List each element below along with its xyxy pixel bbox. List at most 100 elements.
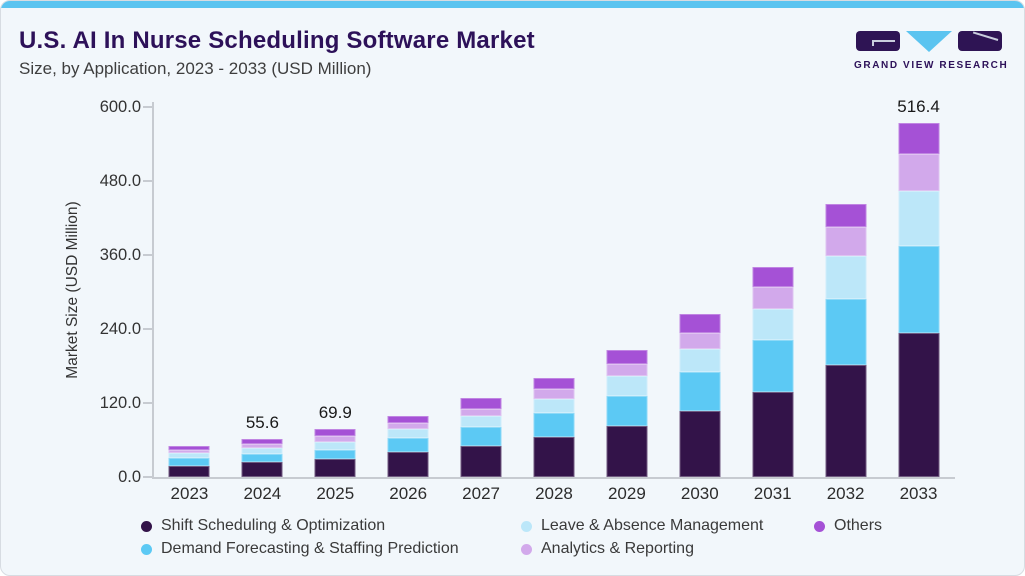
bar-segment <box>825 227 867 257</box>
bar-total-label: 516.4 <box>897 96 940 116</box>
bar-segment <box>314 449 356 460</box>
bar-segment <box>898 191 940 246</box>
logo-g-icon <box>856 31 900 51</box>
bar-stack-2031 <box>752 267 794 477</box>
bar-segment <box>679 348 721 373</box>
bar-stack-2023 <box>168 445 210 477</box>
bar-segment <box>533 378 575 389</box>
bar-column-2030: 2030 <box>663 101 736 503</box>
legend-item: Leave & Absence Management <box>521 515 814 537</box>
x-tick-label: 2032 <box>826 484 865 503</box>
bar-column-2028: 2028 <box>518 101 591 503</box>
bar-segment <box>460 398 502 409</box>
y-tick-mark <box>143 402 152 404</box>
top-accent-bar <box>1 1 1024 8</box>
bar-segment <box>679 314 721 333</box>
bar-column-2033: 516.4 2033 <box>882 97 955 503</box>
y-tick-mark <box>143 254 152 256</box>
logo-r-icon <box>958 31 1002 51</box>
legend-dot-icon <box>521 520 532 532</box>
x-tick-label: 2026 <box>389 484 428 503</box>
chart-legend: Shift Scheduling & Optimization Leave & A… <box>141 515 882 560</box>
y-tick-mark <box>143 180 152 182</box>
gvr-logo-shapes <box>854 31 1004 53</box>
legend-item: Demand Forecasting & Staffing Prediction <box>141 538 521 560</box>
bar-stack-2028 <box>533 378 575 477</box>
legend-item: Others <box>814 515 882 537</box>
gvr-logo-text: GRAND VIEW RESEARCH <box>854 60 1009 71</box>
x-tick-label: 2024 <box>243 484 282 503</box>
chart-plot-area: 2023 55.6 2024 69.9 2025 2026 2027 2028 2029 2030… <box>153 97 955 503</box>
bar-stack-2027 <box>460 398 502 477</box>
bar-segment <box>168 453 210 459</box>
bar-segment <box>314 441 356 450</box>
bar-stack-2032 <box>825 203 867 477</box>
bar-segment <box>533 398 575 414</box>
bar-segment <box>825 203 867 228</box>
gvr-logo: GRAND VIEW RESEARCH <box>854 31 1009 71</box>
x-tick-label: 2031 <box>753 484 792 503</box>
bar-segment <box>752 267 794 287</box>
bar-segment <box>387 416 429 424</box>
bar-segment <box>168 450 210 454</box>
y-tick-label: 360.0 <box>99 246 141 264</box>
bar-segment <box>679 410 721 477</box>
bar-segment <box>606 425 648 477</box>
bar-segment <box>241 462 283 477</box>
x-tick-label: 2029 <box>607 484 646 503</box>
bar-stack-2030 <box>679 314 721 477</box>
legend-label: Others <box>834 517 883 534</box>
bar-segment <box>314 429 356 437</box>
logo-v-triangle-icon <box>906 31 952 52</box>
bar-segment <box>898 122 940 154</box>
x-tick-label: 2030 <box>680 484 719 503</box>
y-tick-mark <box>143 328 152 330</box>
y-tick-label: 600.0 <box>99 98 141 116</box>
bar-total-label: 55.6 <box>245 412 279 432</box>
bar-segment <box>752 391 794 477</box>
bar-segment <box>387 429 429 438</box>
legend-label: Shift Scheduling & Optimization <box>161 517 386 534</box>
bar-segment <box>752 309 794 341</box>
bar-segment <box>606 349 648 364</box>
bar-segment <box>898 153 940 192</box>
bar-column-2026: 2026 <box>372 101 445 503</box>
y-tick-label: 480.0 <box>99 172 141 190</box>
bar-segment <box>314 459 356 477</box>
bar-segment <box>533 413 575 437</box>
bar-stack-2026 <box>387 416 429 477</box>
legend-dot-icon <box>814 520 825 532</box>
y-tick-mark <box>143 106 152 108</box>
y-tick-label: 240.0 <box>99 320 141 338</box>
bar-segment <box>679 332 721 349</box>
bar-segment <box>898 245 940 333</box>
legend-label: Leave & Absence Management <box>541 517 764 534</box>
legend-label: Demand Forecasting & Staffing Prediction <box>161 540 459 557</box>
bar-segment <box>679 372 721 411</box>
bar-stack-2024 <box>241 438 283 477</box>
bar-total-label: 69.9 <box>318 403 352 423</box>
bar-stack-2033 <box>898 122 940 477</box>
bar-segment <box>387 437 429 453</box>
bar-segment <box>460 426 502 446</box>
legend-dot-icon <box>141 520 152 532</box>
legend-label: Analytics & Reporting <box>541 540 694 557</box>
bar-segment <box>606 363 648 377</box>
bar-column-2025: 69.9 2025 <box>299 101 372 503</box>
bar-segment <box>606 376 648 396</box>
y-axis-title: Market Size (USD Million) <box>64 201 81 379</box>
bar-segment <box>241 443 283 448</box>
bar-column-2027: 2027 <box>445 101 518 503</box>
x-tick-label: 2025 <box>316 484 355 503</box>
legend-dot-icon <box>141 543 152 555</box>
bar-column-2024: 55.6 2024 <box>226 101 299 503</box>
bar-segment <box>752 286 794 310</box>
bar-segment <box>168 458 210 466</box>
bar-segment <box>898 332 940 477</box>
x-tick-label: 2023 <box>170 484 209 503</box>
bar-segment <box>825 298 867 366</box>
y-axis-line <box>152 102 154 479</box>
bar-column-2023: 2023 <box>153 101 226 503</box>
bar-stack-2029 <box>606 349 648 477</box>
x-axis-line <box>152 477 955 479</box>
